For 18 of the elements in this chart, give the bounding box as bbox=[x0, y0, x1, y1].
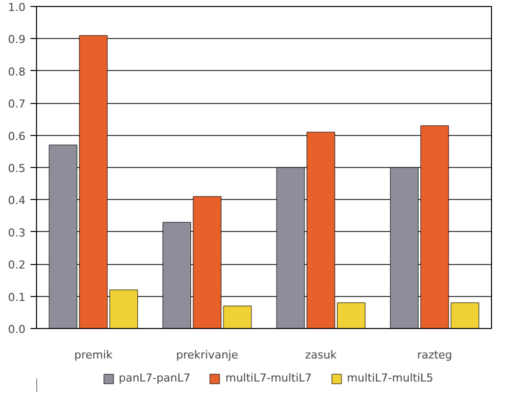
y-tick-label: 0.5 bbox=[8, 162, 26, 175]
legend-label: panL7-panL7 bbox=[118, 372, 190, 384]
legend-label: multiL7-multiL5 bbox=[346, 372, 434, 384]
y-tick-label: 0.2 bbox=[8, 258, 26, 272]
y-tick-label: 0.8 bbox=[8, 65, 26, 78]
y-tick-label: 0.7 bbox=[8, 98, 26, 111]
y-tick-label: 0.0 bbox=[8, 323, 26, 336]
y-tick-label: 0.4 bbox=[8, 194, 26, 208]
x-tick-label: razteg bbox=[417, 348, 452, 362]
x-tick-label: zasuk bbox=[305, 348, 338, 362]
x-tick-label: premik bbox=[74, 348, 114, 362]
y-tick-label: 0.6 bbox=[8, 130, 26, 143]
y-tick-label: 0.9 bbox=[8, 33, 26, 46]
y-tick-label: 0.1 bbox=[8, 290, 26, 304]
x-tick-label: prekrivanje bbox=[176, 348, 238, 362]
y-tick-label: 0.3 bbox=[8, 226, 26, 240]
legend-label: multiL7-multiL7 bbox=[225, 372, 312, 384]
y-tick-label: 1.0 bbox=[8, 1, 26, 14]
